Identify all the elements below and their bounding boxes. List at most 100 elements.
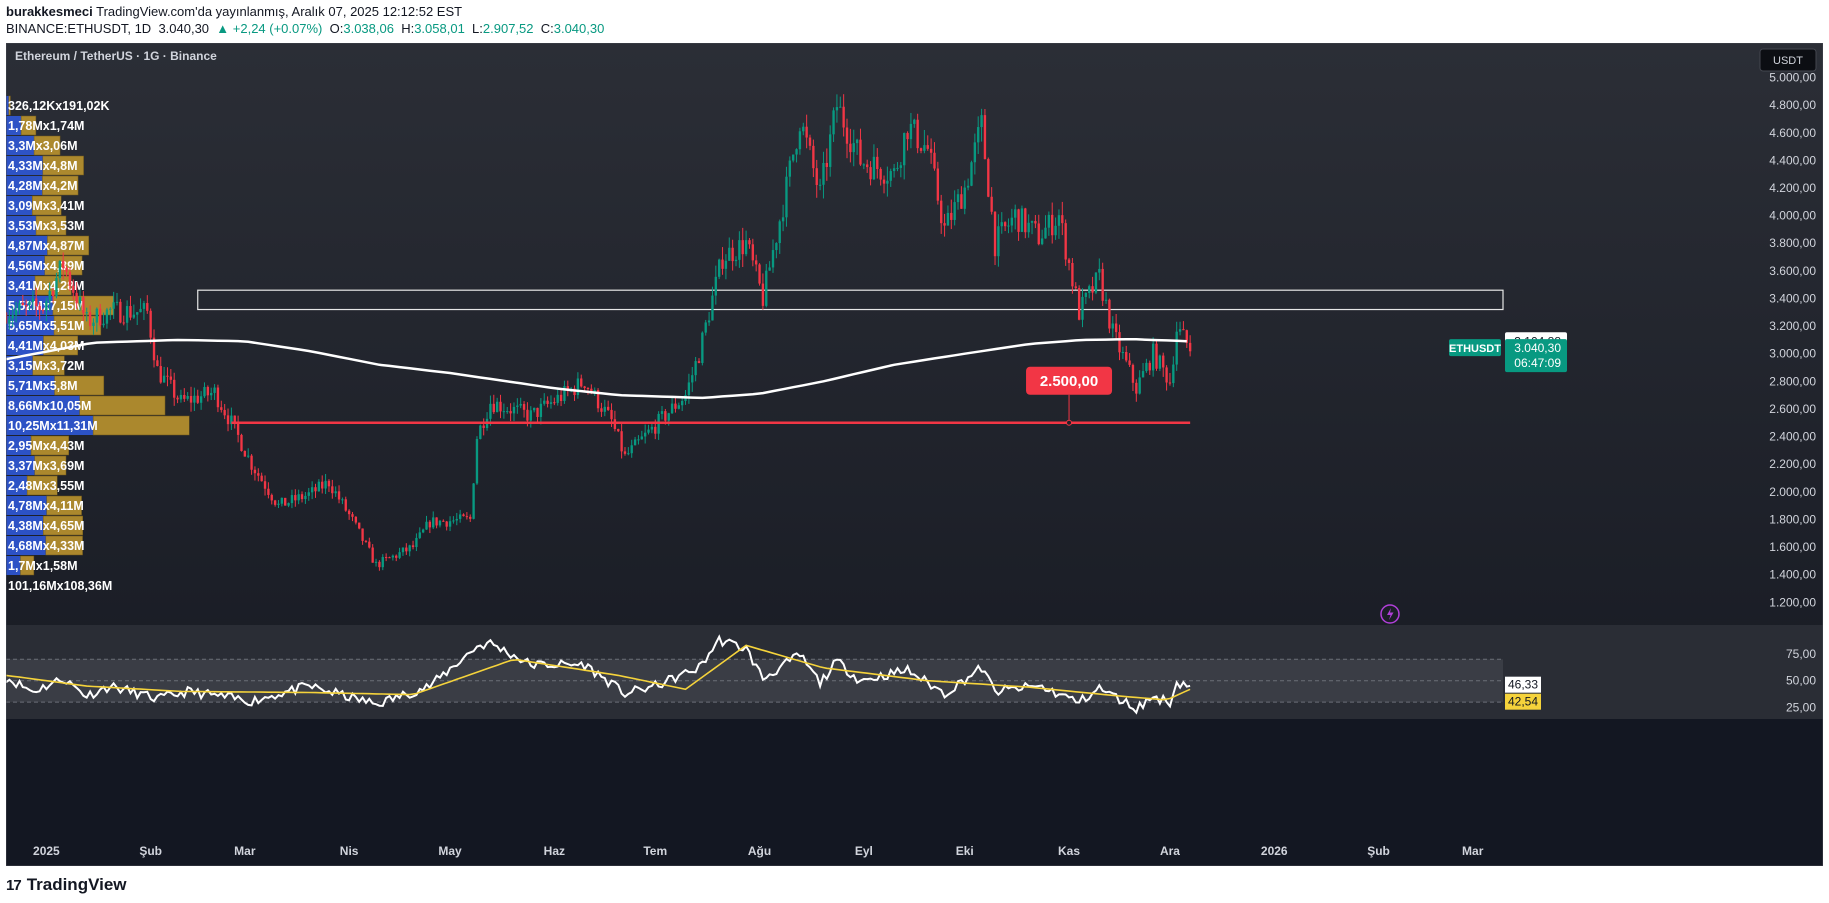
chart-title: Ethereum / TetherUS · 1G · Binance (15, 49, 217, 63)
candle-body (1051, 214, 1054, 236)
vp-row-label: 2,95Mx4,43M (8, 439, 84, 453)
time-tick-label: Haz (544, 844, 565, 858)
candle-body (465, 516, 469, 518)
price-tick-label: 3.000,00 (1769, 347, 1816, 361)
candle-body (970, 162, 973, 186)
candle-body (462, 514, 465, 517)
candle-body (617, 429, 620, 432)
candle-body (472, 483, 475, 519)
brand-name: TradingView (26, 875, 127, 894)
candle-body (906, 133, 909, 140)
candle-body (1145, 362, 1148, 372)
candle-body (1138, 377, 1141, 394)
candle-body (721, 259, 724, 269)
vp-sell-bar (46, 495, 82, 516)
candle-body (899, 165, 903, 168)
footer-brand: 17 TradingView (6, 874, 127, 896)
candle-body (68, 271, 72, 286)
candle-body (997, 226, 1000, 257)
vp-sell-bar (79, 395, 166, 416)
candle-body (637, 439, 640, 441)
open-value: 3.038,06 (343, 21, 394, 36)
candle-body (290, 495, 294, 504)
vp-row-label: 3,41Mx4,28M (8, 279, 84, 293)
candle-body (590, 388, 593, 394)
candle-body (482, 425, 485, 428)
support-label: 2.500,00 (1040, 373, 1098, 390)
vp-buy-bar (6, 216, 37, 235)
candle-body (334, 491, 337, 494)
rsi-ma-value-label: 42,54 (1508, 695, 1538, 709)
price-tick-label: 3.800,00 (1769, 236, 1816, 250)
vp-buy-bar (6, 196, 33, 215)
vp-row-label: 4,56Mx4,39M (8, 259, 84, 273)
publish-info: TradingView.com'da yayınlanmış, Aralık 0… (96, 4, 463, 19)
candle-body (1000, 222, 1003, 227)
time-tick-label: Şub (139, 844, 162, 858)
candle-body (1061, 215, 1064, 224)
candle-body (415, 537, 418, 548)
candle-body (378, 561, 381, 568)
vp-buy-bar (6, 136, 35, 155)
candle-body (566, 386, 569, 391)
candle-body (1188, 342, 1192, 352)
candle-body (788, 160, 791, 177)
candle-body (398, 552, 401, 558)
candle-body (368, 541, 371, 548)
price-tick-label: 2.200,00 (1769, 457, 1816, 471)
vp-buy-bar (6, 456, 35, 475)
candle-body (936, 168, 940, 201)
ohlc-line: BINANCE:ETHUSDT, 1D 3.040,30 ▲ +2,24 (+0… (6, 21, 604, 36)
candle-body (139, 308, 142, 313)
candle-body (677, 405, 680, 409)
candle-body (21, 303, 24, 306)
candle-body (1047, 214, 1051, 228)
candle-body (287, 503, 290, 506)
candle-body (1114, 323, 1118, 333)
vp-row-label: 4,87Mx4,87M (8, 239, 84, 253)
candle-body (327, 480, 331, 487)
rsi-value-badge (1505, 676, 1541, 693)
candle-body (452, 520, 455, 522)
candle-body (273, 500, 277, 505)
rsi-ma-value-badge (1505, 693, 1541, 710)
vp-row-label: 326,12Kx191,02K (8, 99, 109, 113)
candle-body (226, 415, 230, 425)
candle-body (543, 400, 546, 404)
candle-body (304, 495, 307, 500)
candle-body (284, 497, 287, 506)
candle-body (775, 243, 778, 251)
vp-buy-bar (6, 156, 43, 175)
candle-body (916, 119, 919, 149)
time-tick-label: May (438, 844, 462, 858)
vp-row-label: 3,53Mx3,53M (8, 219, 84, 233)
candle-body (553, 402, 556, 404)
lightning-icon[interactable] (1380, 604, 1400, 624)
candle-body (1158, 355, 1162, 369)
candle-body (620, 431, 623, 452)
candle-body (1014, 209, 1017, 218)
candle-body (1067, 259, 1071, 263)
candle-body (781, 217, 785, 222)
resistance-zone[interactable] (197, 289, 1504, 311)
currency-button-label[interactable]: USDT (1773, 55, 1803, 67)
candle-body (980, 115, 983, 128)
price-chart[interactable]: 326,12Kx191,02K 1,78Mx1,74M 3,3Mx3,06M 4,33… (6, 43, 1823, 866)
tradingview-logo-icon: 17 (6, 876, 22, 894)
candle-body (371, 547, 374, 563)
vp-sell-bar (42, 155, 84, 176)
candle-body (233, 415, 236, 422)
candle-body (166, 375, 169, 377)
last-price: 3.040,30 (158, 21, 210, 36)
candle-body (425, 521, 428, 530)
currency-button[interactable] (1759, 48, 1817, 72)
candle-body (516, 405, 519, 407)
support-label-box[interactable] (1026, 366, 1113, 395)
author-name[interactable]: burakkesmeci (6, 4, 93, 19)
candle-body (99, 308, 102, 326)
price-tick-label: 1.800,00 (1769, 512, 1816, 526)
candle-body (455, 518, 458, 521)
candle-body (51, 291, 55, 297)
candle-body (183, 394, 186, 399)
candle-body (946, 212, 950, 226)
